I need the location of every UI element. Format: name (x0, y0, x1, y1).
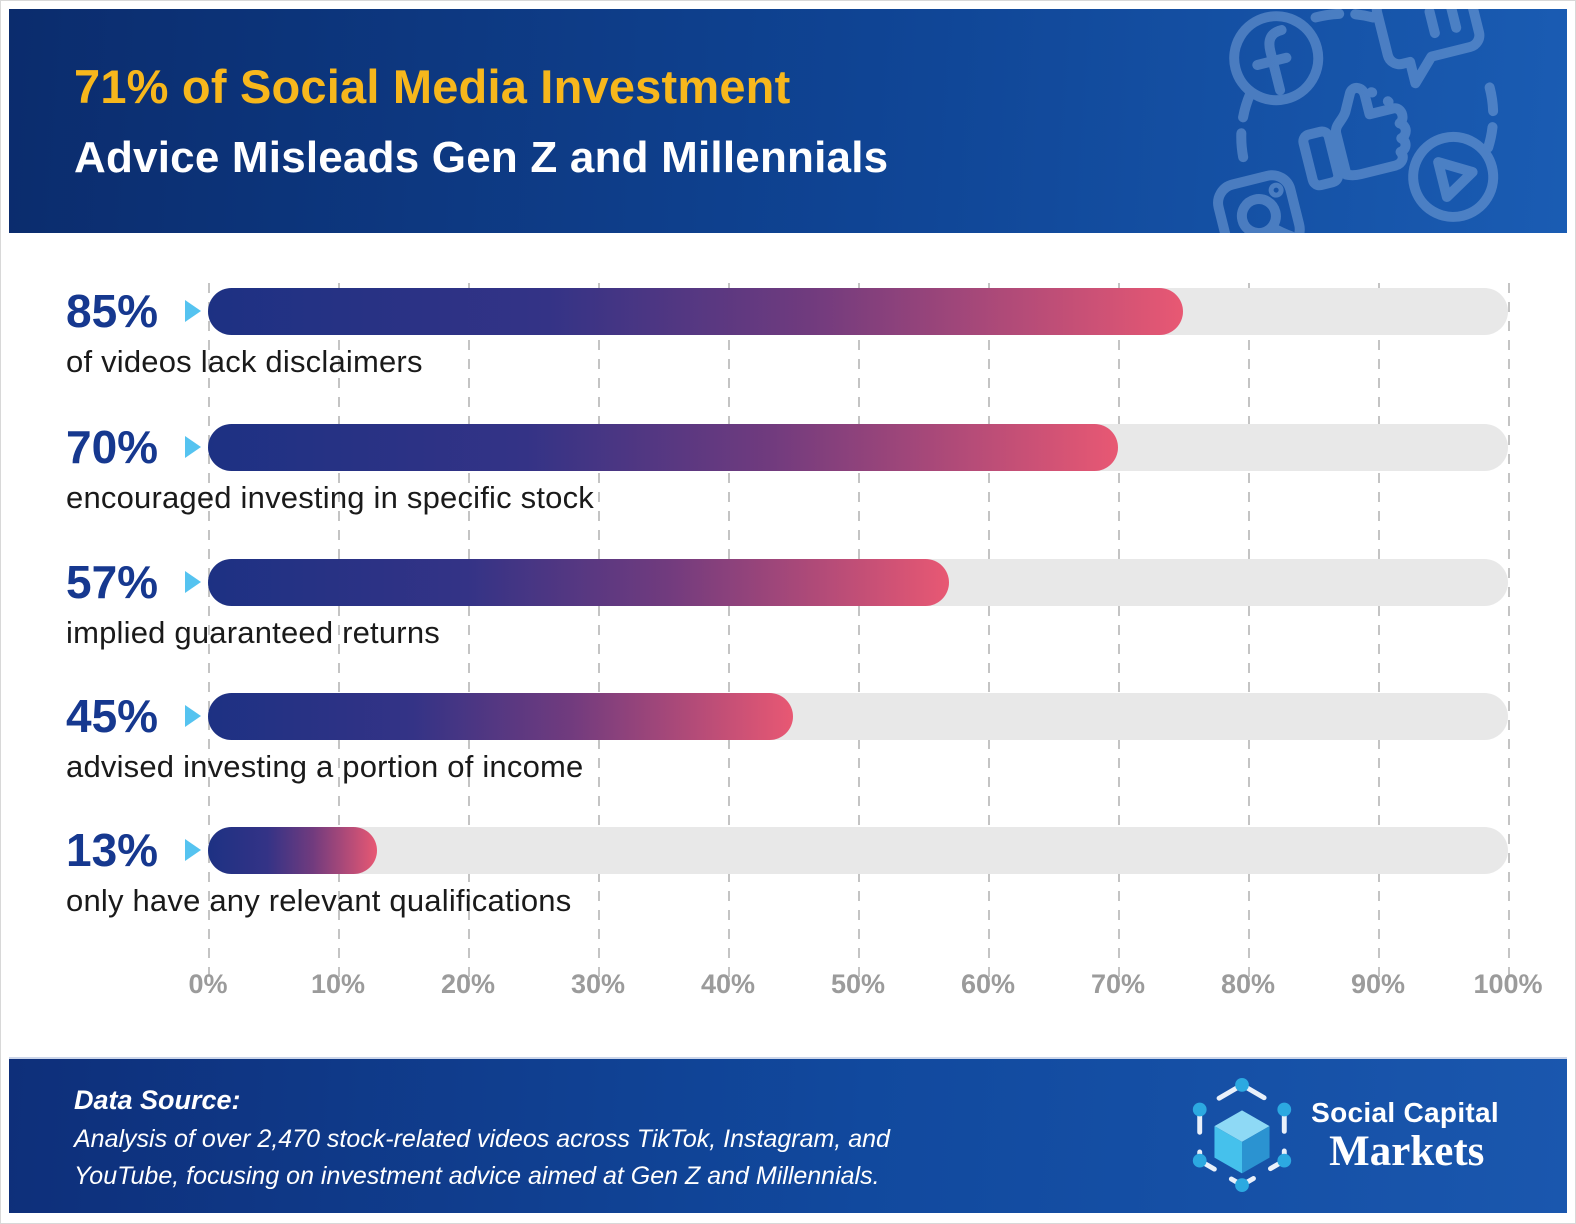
network-arcs (1236, 9, 1499, 233)
axis-tick-label: 30% (570, 969, 626, 999)
gridline (858, 283, 860, 978)
social-media-icons-decoration (1213, 9, 1499, 233)
gridline (1378, 283, 1380, 978)
facebook-icon (1229, 11, 1324, 106)
x-axis: 0% 10% 20% 30% 40% 50% 60% 70% 80% 90% 100% (188, 969, 1542, 1009)
axis-tick-label: 40% (700, 969, 756, 999)
axis-tick-label: 10% (310, 969, 366, 999)
axis-tick-label: 90% (1350, 969, 1406, 999)
bar-fill (208, 559, 949, 606)
data-source-line2: YouTube, focusing on investment advice a… (74, 1162, 880, 1190)
header: 71% of Social Media Investment Advice Mi… (9, 9, 1567, 233)
bar-fill (208, 827, 377, 874)
bar-row: 57% implied guaranteed returns (9, 556, 1569, 671)
bar-row: 70% encouraged investing in specific stoc… (9, 421, 1569, 536)
gridline (598, 283, 600, 978)
axis-tick-label: 60% (960, 969, 1016, 999)
logo-name-line1: Social Capital (1311, 1096, 1499, 1128)
axis-tick-label: 100% (1473, 969, 1543, 999)
logo-name-line2: Markets (1329, 1127, 1485, 1175)
logo-hexagon-cube-icon (1193, 1077, 1292, 1193)
bar-value-label: 45% (66, 690, 159, 742)
bar-category-label: implied guaranteed returns (66, 615, 440, 650)
axis-tick-label: 70% (1090, 969, 1146, 999)
axis-tick-label: 80% (1220, 969, 1276, 999)
bar-row: 45% advised investing a portion of income (9, 690, 1569, 805)
pointer-triangle-icon (185, 436, 201, 458)
bar-value-label: 70% (66, 421, 159, 473)
axis-tick-label: 0% (188, 969, 228, 999)
plot-area (208, 283, 1510, 978)
page-title-line1: 71% of Social Media Investment (74, 60, 791, 113)
comment-bubble-icon (1371, 9, 1485, 89)
bar-category-label: encouraged investing in specific stock (66, 480, 595, 515)
bar-value-label: 57% (66, 556, 159, 608)
gridline (988, 283, 990, 978)
instagram-icon (1213, 170, 1305, 233)
social-capital-markets-logo: Social Capital Markets (1183, 1075, 1499, 1197)
data-source-line1: Analysis of over 2,470 stock-related vid… (74, 1125, 890, 1153)
bar-row: 13% only have any relevant qualifications (9, 824, 1569, 939)
gridline (468, 283, 470, 978)
bar-category-label: advised investing a portion of income (66, 749, 584, 784)
footer: Data Source: Analysis of over 2,470 stoc… (9, 1057, 1567, 1213)
bar-value-label: 13% (66, 824, 159, 876)
play-icon (1408, 131, 1499, 222)
gridline (208, 283, 210, 978)
bar-fill (208, 693, 793, 740)
axis-tick-label: 50% (830, 969, 886, 999)
data-source-label: Data Source: (74, 1085, 241, 1115)
gridline (728, 283, 730, 978)
page-title-line2: Advice Misleads Gen Z and Millennials (74, 133, 889, 182)
gridline (338, 283, 340, 978)
pointer-triangle-icon (185, 300, 201, 322)
pointer-triangle-icon (185, 839, 201, 861)
pointer-triangle-icon (185, 705, 201, 727)
chart-section: 85% of videos lack disclaimers 70% encourag… (9, 233, 1567, 1057)
axis-tick-label: 20% (440, 969, 496, 999)
gridline (1508, 283, 1510, 978)
bar-fill (208, 424, 1118, 471)
pointer-triangle-icon (185, 571, 201, 593)
bar-fill (208, 288, 1183, 335)
bar-category-label: of videos lack disclaimers (66, 344, 423, 379)
gridline (1248, 283, 1250, 978)
thumbs-up-icon (1298, 82, 1411, 191)
gridline (1118, 283, 1120, 978)
bar-row: 85% of videos lack disclaimers (9, 285, 1569, 400)
bar-track (208, 827, 1508, 874)
bar-value-label: 85% (66, 285, 159, 337)
bar-category-label: only have any relevant qualifications (66, 883, 572, 918)
